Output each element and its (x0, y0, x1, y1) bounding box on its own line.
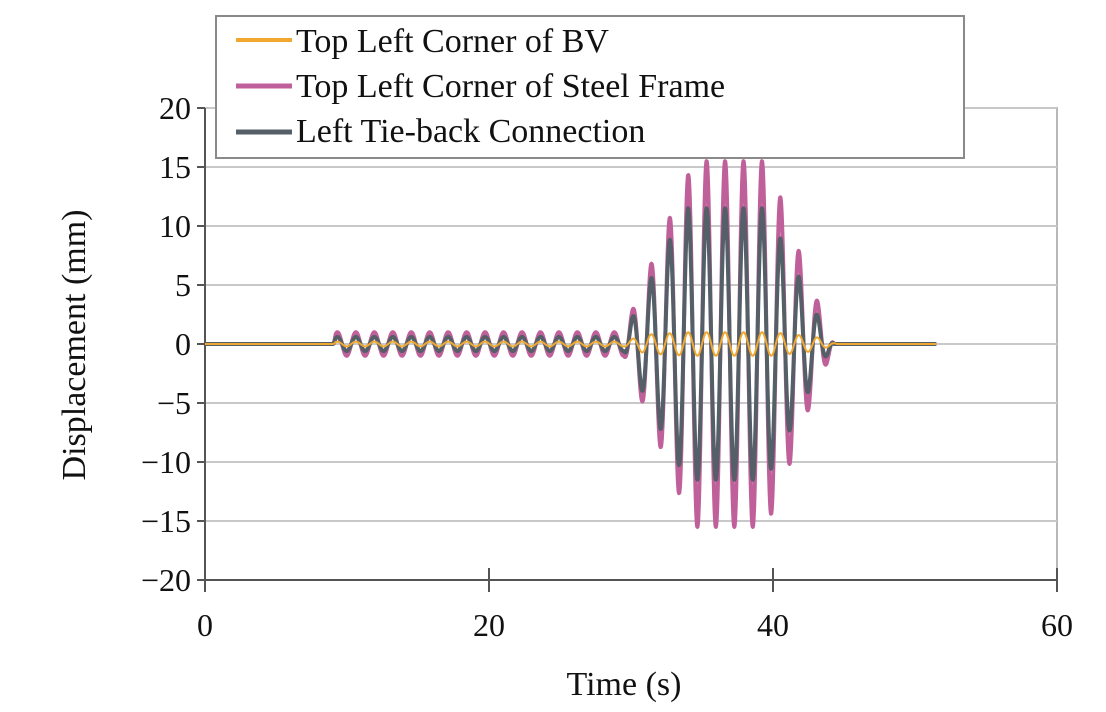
x-tick-label: 0 (197, 607, 213, 643)
series-layer (203, 159, 939, 529)
x-tick-label: 40 (757, 607, 789, 643)
y-tick-label: 15 (159, 149, 191, 185)
y-tick-label: 20 (159, 90, 191, 126)
y-tick-label: 5 (175, 267, 191, 303)
x-tick-label: 20 (473, 607, 505, 643)
y-tick-label: −10 (141, 444, 191, 480)
y-tick-label: 10 (159, 208, 191, 244)
y-tick-label: 0 (175, 326, 191, 362)
y-axis-label: Displacement (mm) (56, 210, 93, 481)
x-axis-label: Time (s) (567, 666, 682, 703)
y-axis: 20 15 10 5 0 −5 −10 −15 −20 (141, 90, 206, 598)
legend-box (215, 15, 965, 159)
series-line-top-left-corner-of-bv (204, 331, 938, 357)
legend: Top Left Corner of BV Top Left Corner of… (215, 15, 965, 159)
legend-label-top-left-corner-of-steel-frame: Top Left Corner of Steel Frame (296, 68, 725, 105)
x-tick-label: 60 (1041, 607, 1073, 643)
y-tick-label: −20 (141, 562, 191, 598)
x-axis: 0 20 40 60 (197, 568, 1073, 643)
y-tick-label: −15 (141, 503, 191, 539)
y-tick-label: −5 (157, 385, 191, 421)
legend-label-left-tie-back-connection: Left Tie-back Connection (296, 113, 645, 150)
legend-label-top-left-corner-of-bv: Top Left Corner of BV (296, 23, 609, 60)
